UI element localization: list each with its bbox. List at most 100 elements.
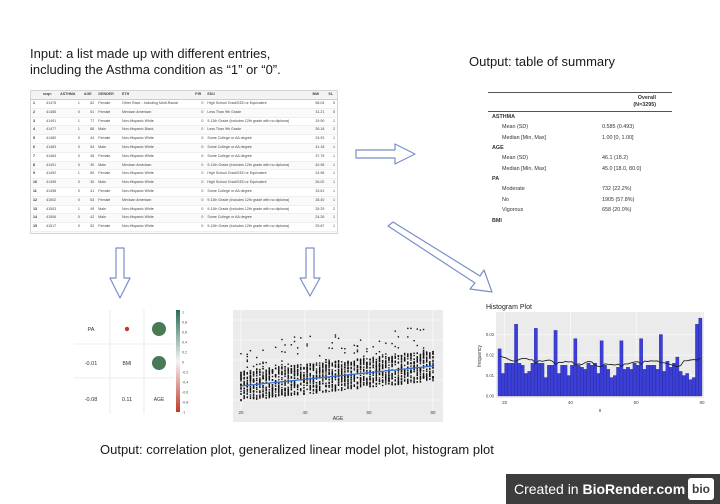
scatter-point	[312, 376, 315, 378]
scatter-point	[256, 378, 258, 380]
scatter-point	[375, 373, 378, 375]
scatter-point	[290, 394, 293, 396]
table-cell: 26.18	[310, 125, 327, 136]
scatter-point	[347, 366, 349, 368]
scatter-point	[407, 336, 409, 338]
scatter-point	[290, 386, 293, 388]
scatter-point	[328, 390, 330, 393]
scatter-point	[278, 373, 280, 375]
histogram-bar	[616, 367, 620, 397]
table-cell: 5	[31, 134, 41, 144]
scatter-point	[328, 384, 330, 387]
scatter-point	[394, 383, 396, 386]
scatter-point	[306, 367, 308, 370]
scatter-point	[378, 356, 381, 358]
scatter-point	[252, 387, 255, 389]
table-cell: 24.98	[310, 169, 327, 180]
scatter-point	[293, 393, 296, 396]
scatter-point	[271, 388, 274, 390]
table-cell: 41491	[41, 161, 59, 171]
scatter-point	[309, 380, 311, 382]
table-body: 1 41475 1 62 Female Other Race - Including Mu…	[31, 99, 337, 233]
table-cell: 0	[58, 178, 82, 188]
scatter-point	[350, 386, 352, 388]
scatter-point	[391, 374, 393, 376]
scatter-point	[281, 393, 283, 395]
table-cell: 77	[81, 117, 97, 127]
color-scale-ticks: 1 0.8 0.6 0.4 0.2 0 -0.2 -0.4 -0.6 -0.8 -1	[182, 311, 188, 415]
scatter-point	[403, 370, 406, 372]
table-row: 4 41477 1 88 Male Non-Hispanic Black 0 Less Tha…	[31, 125, 337, 136]
scatter-point	[426, 377, 428, 380]
input-caption-line1: Input: a list made up with different ent…	[30, 46, 271, 61]
scatter-point	[312, 364, 315, 367]
scatter-point	[252, 384, 255, 387]
scatter-point	[300, 337, 302, 339]
scatter-point	[334, 361, 337, 364]
scatter-point	[363, 368, 365, 371]
table-cell: 12	[31, 196, 41, 206]
scatter-point	[290, 384, 293, 387]
scatter-point	[249, 387, 252, 389]
scatter-point	[268, 389, 271, 391]
scatter-point	[381, 384, 384, 387]
table-cell: 1	[326, 143, 337, 153]
table-cell: 28.40	[310, 196, 327, 206]
scatter-point	[375, 365, 378, 367]
scatter-point	[256, 395, 258, 397]
scatter-point	[356, 370, 359, 372]
table-cell: 44	[81, 134, 97, 144]
scatter-point	[303, 389, 305, 392]
scatter-point	[249, 394, 252, 396]
table-cell: High School Grad/GED or Equivalent	[205, 99, 311, 109]
table-row: 8 41491 0 30 Male Mexican American 0 9-11th Gra…	[31, 161, 337, 171]
scatter-point	[385, 381, 387, 384]
table-row: 11 41498 0 41 Female Non-Hispanic White 0 Some …	[31, 187, 337, 197]
scatter-point	[249, 381, 252, 383]
scatter-point	[394, 379, 396, 382]
scatter-point	[325, 372, 327, 374]
scatter-point	[347, 371, 349, 373]
scatter-point	[325, 370, 327, 372]
table-cell: 1	[326, 222, 337, 232]
scatter-point	[334, 366, 337, 368]
scatter-point	[249, 372, 252, 374]
table-cell: 0	[58, 187, 82, 197]
scatter-point	[303, 374, 305, 376]
scatter-point	[375, 353, 378, 355]
scatter-point	[372, 359, 374, 361]
scatter-point	[388, 361, 390, 363]
histogram-bar	[622, 369, 627, 397]
scatter-point	[306, 373, 308, 376]
table-cell: Male	[96, 205, 121, 215]
table-row: 1 41475 1 62 Female Other Race - Including Mu…	[31, 99, 337, 109]
scatter-point	[419, 356, 422, 359]
table-cell: Male	[96, 125, 121, 136]
scatter-point	[337, 383, 340, 386]
table-cell: 3	[31, 117, 41, 127]
scatter-point	[318, 364, 321, 366]
scatter-point	[391, 359, 393, 361]
scatter-point	[278, 392, 280, 394]
input-data-table: seqn ASTHMA AGE GENDER ETH PIR EDU BMI SL 1 41475…	[30, 90, 338, 234]
scatter-point	[322, 366, 324, 368]
scatter-point	[381, 364, 384, 367]
scatter-point	[322, 378, 324, 381]
scatter-point	[268, 391, 271, 394]
scatter-point	[278, 369, 280, 371]
scatter-point	[265, 381, 267, 384]
table-cell: Less Than 9th Grade	[205, 108, 311, 118]
arrow-down-icon	[299, 247, 321, 297]
scatter-point	[246, 388, 248, 391]
glm-points	[240, 327, 434, 402]
scatter-point	[375, 377, 378, 379]
scatter-point	[303, 367, 305, 369]
scatter-point	[281, 372, 283, 374]
scatter-point	[422, 361, 425, 363]
scatter-point	[249, 378, 252, 380]
scatter-point	[334, 386, 337, 388]
scatter-point	[369, 362, 371, 365]
histogram-bar	[659, 334, 663, 397]
histogram-bar	[586, 363, 591, 397]
scatter-point	[249, 388, 252, 390]
